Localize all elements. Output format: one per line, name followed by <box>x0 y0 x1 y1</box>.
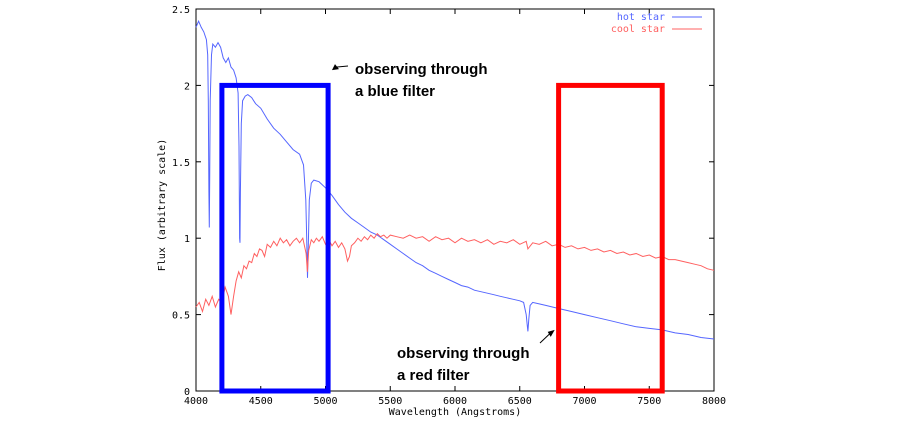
axes-layer: 4000 4500 5000 5500 6000 6500 7000 7500 8000 0 0.5… <box>172 5 726 407</box>
x-tick-label-5000: 5000 <box>313 396 337 407</box>
legend-label-hot-star: hot star <box>617 12 665 23</box>
y-axis-label: Flux (arbitrary scale) <box>157 139 168 271</box>
annotation-blue-line1: observing through <box>355 61 488 78</box>
x-tick-label-6500: 6500 <box>508 396 532 407</box>
filter-box-blue-filter <box>219 82 331 394</box>
annotation-layer: observing through a blue filter observin… <box>331 61 555 384</box>
y-tick-label-2: 1 <box>184 234 190 245</box>
legend: hot star cool star <box>611 12 702 35</box>
x-tick-label-5500: 5500 <box>378 396 402 407</box>
x-tick-label-4500: 4500 <box>249 396 273 407</box>
series-line-cool-star <box>195 232 715 315</box>
x-tick-label-7500: 7500 <box>637 396 661 407</box>
y-tick-label-5: 2.5 <box>172 5 190 16</box>
x-tick-label-8000: 8000 <box>702 396 726 407</box>
annotation-blue-arrow-line <box>335 65 349 68</box>
annotation-red-line2: a red filter <box>397 367 470 384</box>
annotation-blue-arrowhead <box>331 64 339 71</box>
x-tick-label-6000: 6000 <box>443 396 467 407</box>
series-layer <box>195 19 715 340</box>
series-line-hot-star <box>195 19 715 340</box>
x-tick-label-7000: 7000 <box>572 396 596 407</box>
y-tick-label-4: 2 <box>184 81 190 92</box>
x-tick-label-4000: 4000 <box>184 396 208 407</box>
filter-boxes-layer <box>219 82 665 394</box>
legend-label-cool-star: cool star <box>611 24 665 35</box>
y-tick-label-0: 0 <box>184 387 190 398</box>
y-tick-label-1: 0.5 <box>172 311 190 322</box>
annotation-red-line1: observing through <box>397 345 530 362</box>
filter-box-red-filter <box>556 82 665 394</box>
y-tick-label-3: 1.5 <box>172 158 190 169</box>
x-axis-label: Wavelength (Angstroms) <box>389 407 521 418</box>
annotation-blue-line2: a blue filter <box>355 83 435 100</box>
annotation-red-arrowhead <box>547 329 555 337</box>
